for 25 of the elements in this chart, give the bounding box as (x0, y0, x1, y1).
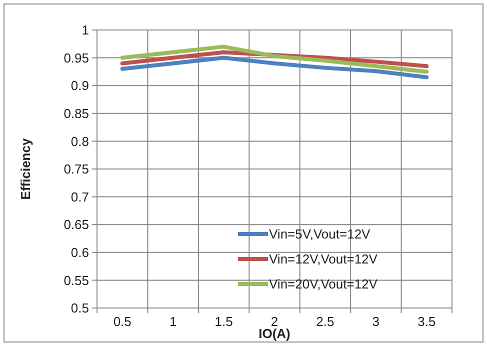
y-tick-label: 0.7 (70, 189, 89, 204)
x-tick-label: 3.5 (418, 314, 436, 329)
y-tick-label: 0.9 (70, 78, 89, 94)
x-tick-label: 2 (270, 314, 278, 329)
legend-label: Vin=5V,Vout=12V (269, 226, 371, 242)
y-tick-label: 1 (82, 22, 89, 38)
legend-label: Vin=20V,Vout=12V (269, 276, 378, 292)
x-tick-label: 2.5 (316, 314, 334, 329)
x-tick-label: 3 (372, 314, 380, 329)
x-axis-title: IO(A) (258, 326, 290, 341)
y-tick-label: 0.95 (64, 50, 89, 66)
y-tick-label: 0.8 (70, 134, 89, 149)
x-tick-label: 0.5 (113, 314, 132, 329)
y-tick-label: 0.65 (64, 217, 89, 232)
line-series (120, 44, 429, 74)
y-tick-label: 0.75 (64, 162, 89, 177)
y-axis-title: Efficiency (18, 138, 33, 200)
y-tick-label: 0.5 (70, 300, 89, 316)
x-tick-label: 1 (169, 314, 177, 329)
y-tick-label: 0.85 (64, 106, 89, 121)
y-tick-label: 0.6 (70, 244, 89, 260)
y-tick-label: 0.55 (64, 272, 89, 288)
line-series (120, 56, 429, 80)
x-tick-label: 1.5 (214, 314, 233, 329)
legend-label: Vin=12V,Vout=12V (269, 252, 378, 267)
